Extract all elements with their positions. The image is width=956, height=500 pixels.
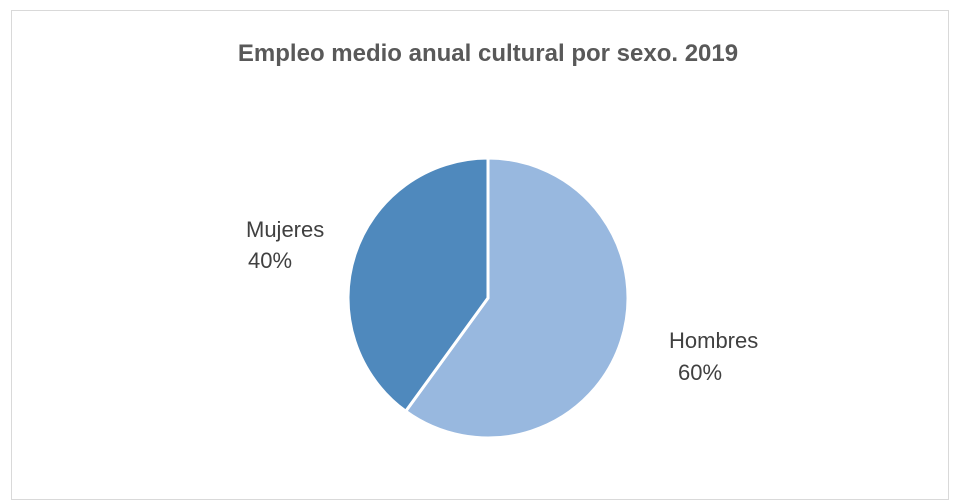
slice-label-hombres-value: 60% (678, 360, 722, 385)
chart-title: Empleo medio anual cultural por sexo. 20… (238, 40, 738, 67)
slice-label-mujeres-value: 40% (248, 248, 292, 273)
pie-slice-mujeres (346, 156, 490, 413)
data-label-mujeres: Mujeres 40% (246, 217, 324, 273)
slice-label-mujeres-name: Mujeres (246, 217, 324, 242)
pie-slice-hombres (404, 156, 630, 440)
data-label-hombres: Hombres 60% (669, 328, 758, 385)
slice-label-hombres-name: Hombres (669, 328, 758, 353)
pie-chart: Empleo medio anual cultural por sexo. 20… (238, 40, 758, 440)
pie-slices (346, 156, 630, 440)
